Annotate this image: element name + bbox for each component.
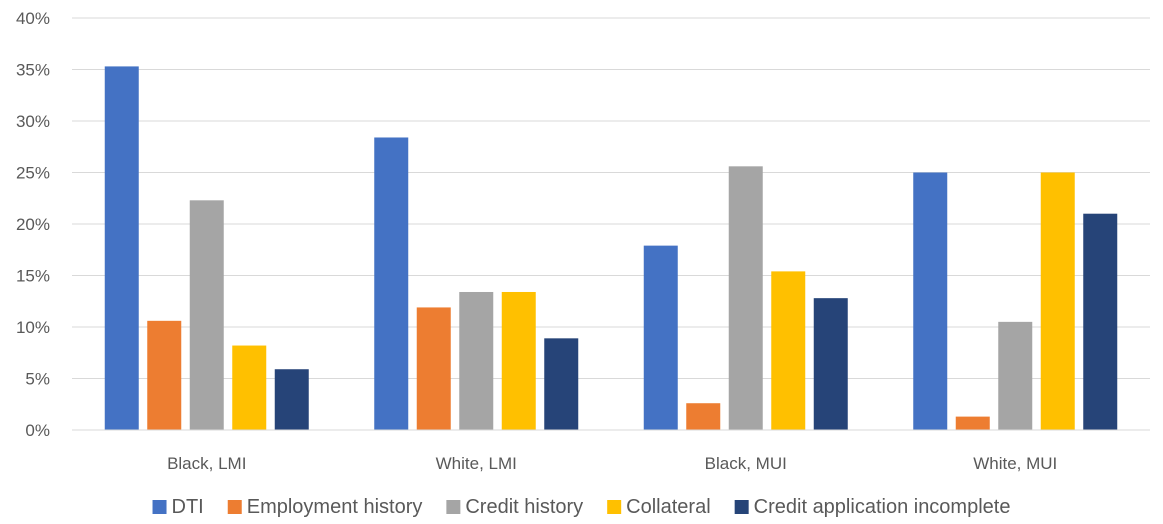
y-axis-tick-labels: 0% 5% 10% 15% 20% 25% 30% 35% 40% bbox=[16, 9, 50, 440]
legend-swatch bbox=[607, 500, 622, 514]
category-labels: Black, LMI White, LMI Black, MUI White, MUI bbox=[167, 454, 1057, 473]
legend-label: DTI bbox=[172, 496, 204, 518]
bar-credit-history bbox=[459, 291, 494, 430]
legend-item: Credit application incomplete bbox=[734, 496, 1011, 518]
legend-label: Credit application incomplete bbox=[754, 496, 1011, 518]
legend-label: Employment history bbox=[247, 496, 423, 518]
category-label: White, LMI bbox=[436, 454, 517, 473]
legend-item: DTI bbox=[152, 496, 204, 518]
legend: DTI Employment history Credit history Colla… bbox=[152, 496, 1011, 518]
bar-employment-history bbox=[147, 320, 182, 430]
bar-collateral bbox=[232, 345, 267, 430]
gridlines bbox=[72, 17, 1150, 379]
bar-dti bbox=[374, 137, 409, 431]
legend-swatch bbox=[446, 500, 461, 514]
bar-collateral bbox=[771, 271, 806, 430]
bar-credit-history bbox=[998, 321, 1033, 430]
bar-employment-history bbox=[955, 416, 990, 430]
y-tick-label: 15% bbox=[16, 267, 50, 286]
bar-credit-application-incomplete bbox=[274, 369, 309, 430]
legend-swatch bbox=[734, 500, 749, 514]
y-tick-label: 20% bbox=[16, 215, 50, 234]
y-tick-label: 40% bbox=[16, 9, 50, 28]
category-label: White, MUI bbox=[973, 454, 1057, 473]
legend-label: Credit history bbox=[465, 496, 583, 518]
y-tick-label: 5% bbox=[25, 370, 50, 389]
bar-employment-history bbox=[686, 403, 721, 430]
bar-credit-history bbox=[728, 166, 763, 430]
y-tick-label: 35% bbox=[16, 61, 50, 80]
y-tick-label: 0% bbox=[25, 421, 50, 440]
bar-dti bbox=[913, 172, 948, 430]
bar-credit-history bbox=[189, 200, 224, 430]
bar-employment-history bbox=[416, 307, 451, 430]
y-tick-label: 25% bbox=[16, 164, 50, 183]
y-tick-label: 30% bbox=[16, 112, 50, 131]
category-label: Black, LMI bbox=[167, 454, 246, 473]
legend-item: Credit history bbox=[446, 496, 583, 518]
bar-credit-application-incomplete bbox=[1083, 213, 1118, 430]
bars bbox=[104, 66, 1118, 431]
bar-credit-application-incomplete bbox=[813, 298, 848, 430]
bar-collateral bbox=[501, 291, 536, 430]
category-label: Black, MUI bbox=[705, 454, 787, 473]
legend-label: Collateral bbox=[626, 496, 710, 518]
legend-swatch bbox=[152, 500, 167, 514]
legend-item: Collateral bbox=[607, 496, 711, 518]
bar-collateral bbox=[1040, 172, 1075, 430]
legend-swatch bbox=[227, 500, 242, 514]
legend-item: Employment history bbox=[227, 496, 423, 518]
bar-dti bbox=[643, 245, 678, 430]
y-tick-label: 10% bbox=[16, 318, 50, 337]
bar-credit-application-incomplete bbox=[544, 338, 579, 430]
bar-dti bbox=[104, 66, 139, 430]
